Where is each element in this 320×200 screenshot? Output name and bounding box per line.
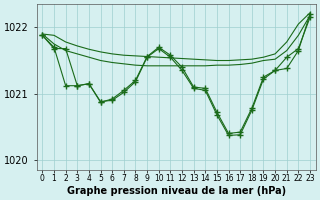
X-axis label: Graphe pression niveau de la mer (hPa): Graphe pression niveau de la mer (hPa)	[67, 186, 286, 196]
